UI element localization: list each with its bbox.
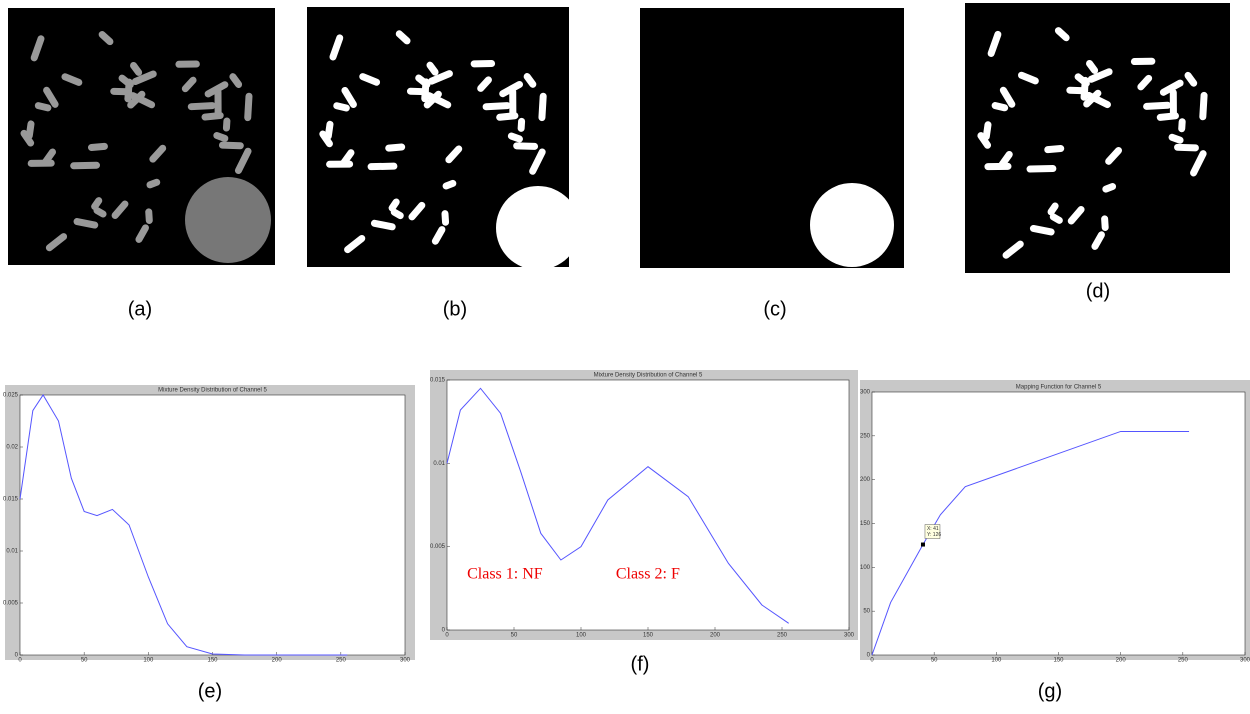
- panel-label: (d): [1086, 280, 1110, 302]
- datatip-point: [921, 543, 925, 547]
- chromosome: [70, 162, 100, 170]
- chromosome: [223, 117, 231, 131]
- x-tick-label: 150: [643, 633, 654, 639]
- x-tick-label: 50: [511, 633, 518, 639]
- x-tick-label: 50: [81, 658, 88, 664]
- x-tick-label: 100: [143, 658, 154, 664]
- chromosome: [1143, 102, 1171, 110]
- chromosome: [145, 208, 153, 224]
- x-tick-label: 150: [207, 658, 218, 664]
- chromosome: [1066, 87, 1088, 95]
- chromosome: [471, 60, 496, 67]
- chromosome: [407, 88, 429, 96]
- chromosome: [1174, 144, 1199, 152]
- x-tick-label: 250: [777, 633, 788, 639]
- chromosome: [517, 118, 525, 132]
- chromosome: [188, 102, 216, 110]
- chromosome: [110, 88, 132, 96]
- y-tick-label: 200: [860, 477, 871, 483]
- annotation: Class 2: F: [616, 566, 680, 583]
- chromosome: [28, 160, 55, 167]
- chart-title: Mixture Density Distribution of Channel …: [594, 373, 703, 379]
- images: [8, 3, 1230, 273]
- x-tick-label: 250: [336, 658, 347, 664]
- x-tick-label: 100: [991, 658, 1002, 664]
- panel-label: (e): [198, 680, 222, 702]
- chart-title: Mapping Function for Channel 5: [1016, 385, 1102, 391]
- y-tick-label: 0.025: [3, 393, 19, 399]
- x-tick-label: 100: [576, 633, 587, 639]
- chromosome: [482, 102, 510, 110]
- y-tick-label: 0.02: [6, 445, 18, 451]
- chromosome: [1101, 215, 1109, 231]
- y-tick-label: 0.015: [430, 378, 446, 384]
- chromosome: [441, 210, 449, 226]
- y-tick-label: 300: [860, 390, 871, 396]
- x-tick-label: 200: [272, 658, 283, 664]
- y-tick-label: 0.01: [6, 549, 18, 555]
- chromosome: [368, 163, 398, 171]
- chart-title: Mixture Density Distribution of Channel …: [158, 388, 267, 394]
- chromosome: [1170, 89, 1177, 118]
- datatip-text: Y: 126: [927, 532, 941, 538]
- y-tick-label: 100: [860, 565, 871, 571]
- y-tick-label: 0.005: [3, 601, 19, 607]
- x-tick-label: 150: [1053, 658, 1064, 664]
- panel-label: (b): [443, 298, 467, 320]
- chromosome: [219, 142, 244, 150]
- y-tick-label: 0.005: [430, 544, 446, 550]
- nucleus: [185, 177, 271, 263]
- panel-label: (f): [631, 653, 650, 675]
- plot-area: [447, 380, 849, 630]
- chromosome: [326, 161, 353, 168]
- y-tick-label: 0.015: [3, 497, 19, 503]
- panel-label: (g): [1038, 680, 1062, 702]
- y-tick-label: 50: [863, 609, 870, 615]
- x-tick-label: 300: [844, 633, 855, 639]
- panel-label: (a): [128, 298, 152, 320]
- nucleus: [496, 186, 580, 270]
- y-tick-label: 150: [860, 521, 871, 527]
- chromosome: [984, 163, 1011, 170]
- nucleus: [810, 183, 894, 267]
- chromosome: [513, 142, 538, 150]
- chromosome: [1131, 58, 1156, 65]
- image-d: [965, 3, 1230, 273]
- x-tick-label: 250: [1178, 658, 1189, 664]
- chromosome: [1178, 118, 1186, 132]
- plot-area: [20, 395, 405, 655]
- annotation: Class 1: NF: [467, 566, 543, 583]
- panel-label: (c): [763, 298, 786, 320]
- y-tick-label: 250: [860, 433, 871, 439]
- chromosome: [1026, 165, 1056, 173]
- x-tick-label: 200: [710, 633, 721, 639]
- x-tick-label: 300: [1240, 658, 1250, 664]
- x-tick-label: 300: [400, 658, 411, 664]
- chromosome: [175, 60, 200, 67]
- x-tick-label: 50: [931, 658, 938, 664]
- y-tick-label: 0.01: [433, 461, 445, 467]
- x-tick-label: 200: [1116, 658, 1127, 664]
- figure: (a) (b) (c) (d) (e) (f) (g) Mixture Dens…: [0, 0, 1250, 709]
